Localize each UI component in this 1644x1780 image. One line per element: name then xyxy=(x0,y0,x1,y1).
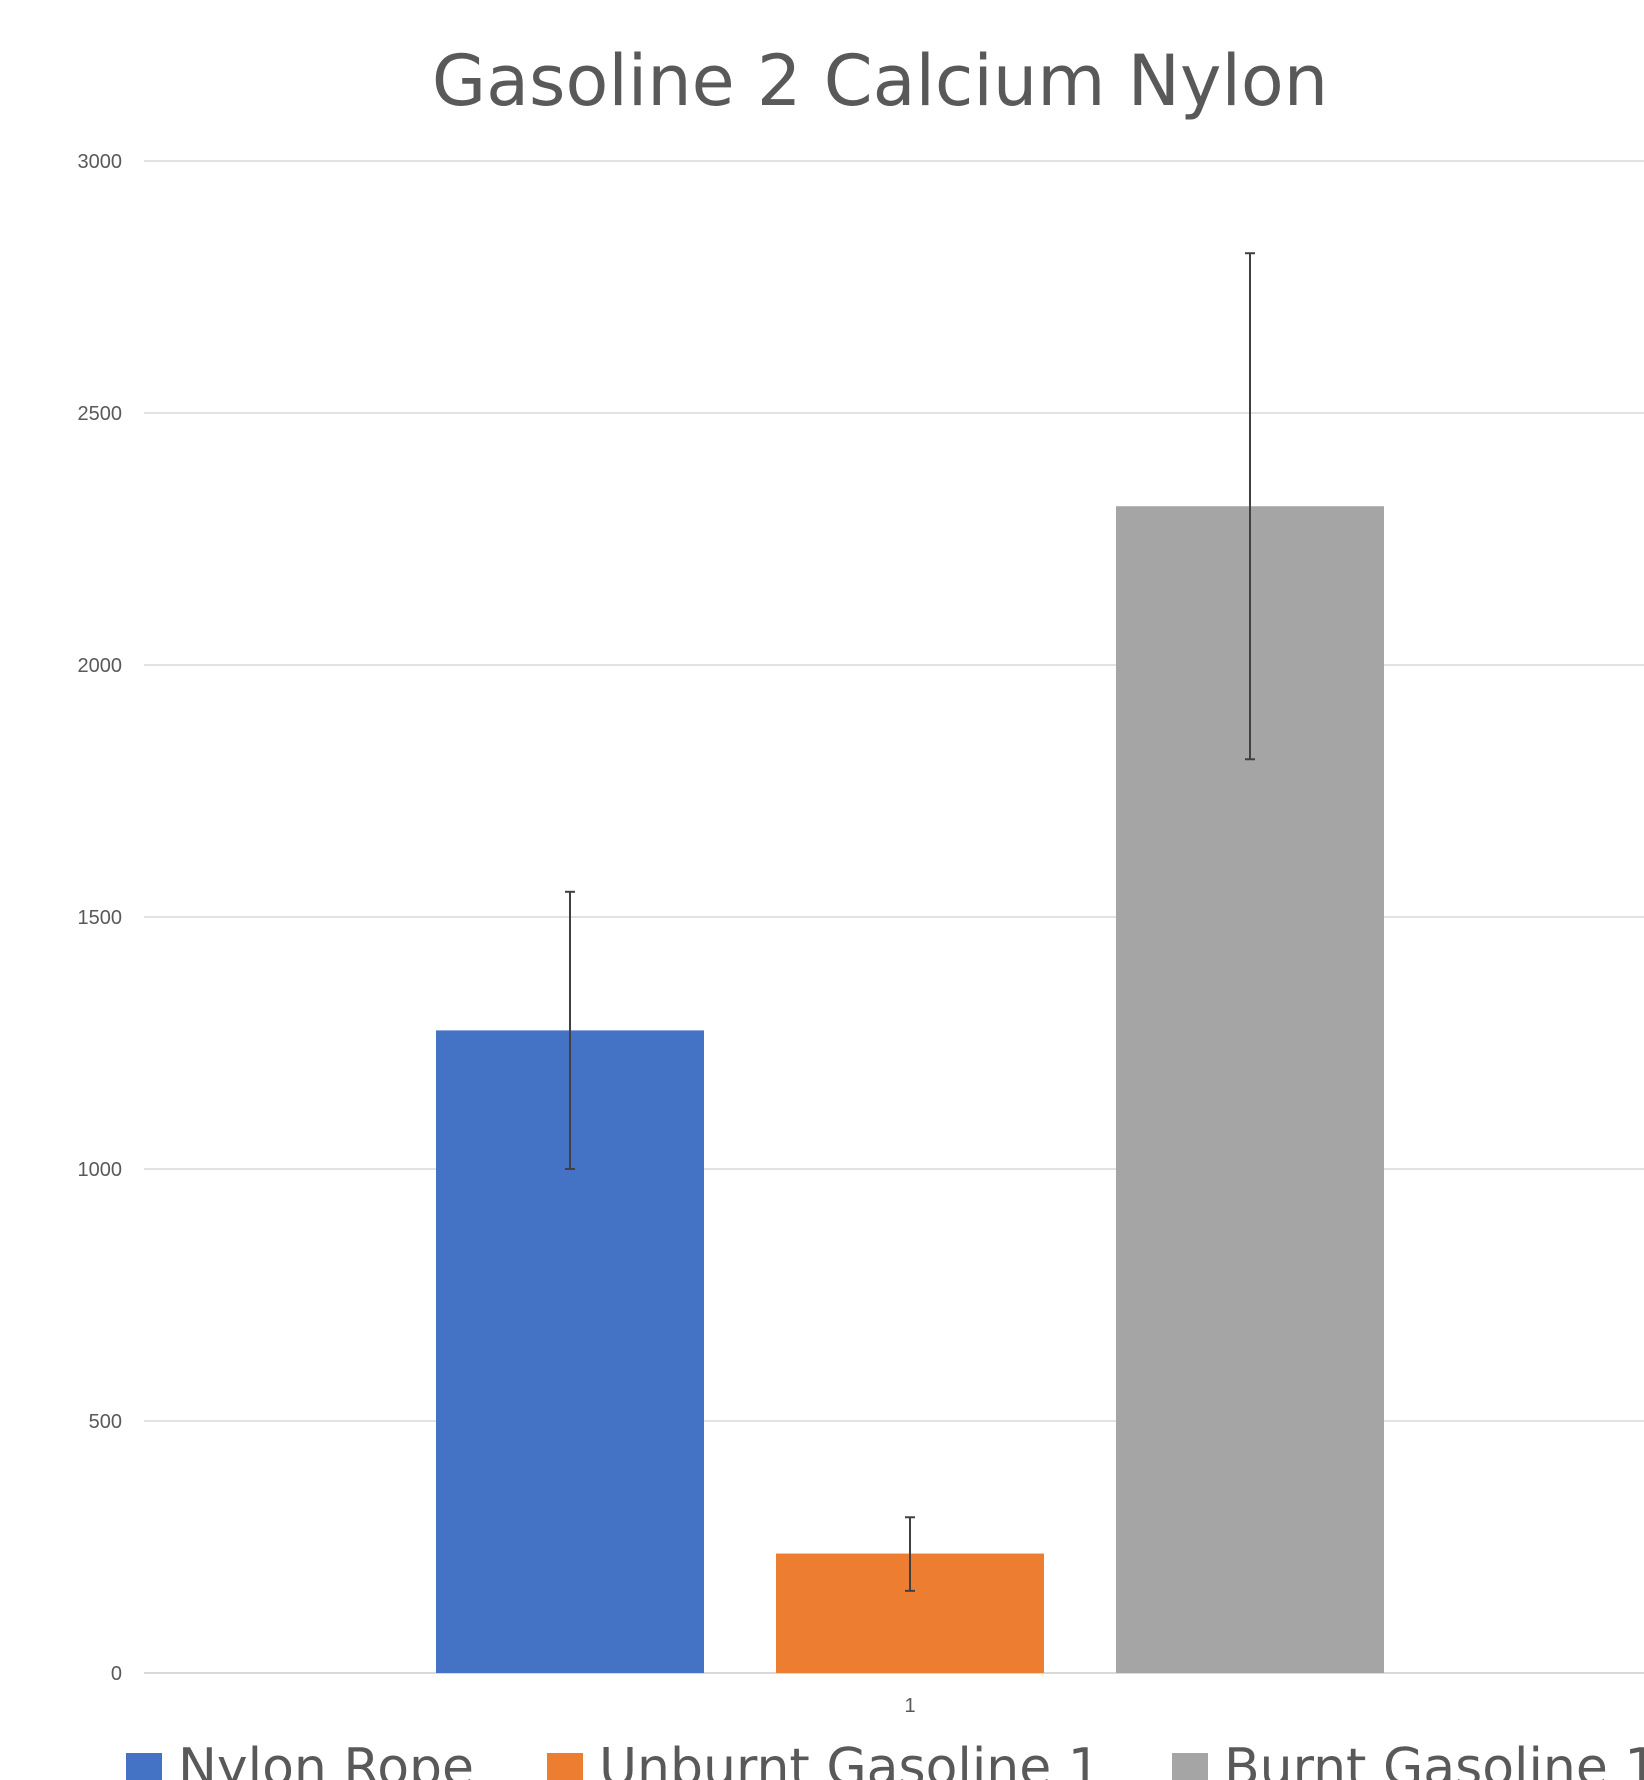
legend-label: Unburnt Gasoline 1 xyxy=(599,1738,1101,1780)
y-tick-label: 1000 xyxy=(78,1159,123,1181)
y-tick-label: 2000 xyxy=(78,655,123,677)
bars xyxy=(436,506,1384,1673)
chart-title: Gasoline 2 Calcium Nylon xyxy=(432,40,1328,122)
y-tick-label: 0 xyxy=(111,1663,122,1685)
y-tick-label: 1500 xyxy=(78,907,123,929)
y-tick-label: 2500 xyxy=(78,403,123,425)
legend: Nylon Rope Unburnt Gasoline 1 Burnt Gasoli… xyxy=(126,1738,1644,1780)
y-tick-label: 500 xyxy=(89,1411,122,1433)
y-tick-label: 3000 xyxy=(78,151,123,173)
error-bars xyxy=(565,252,1255,1592)
legend-label: Nylon Rope xyxy=(178,1738,474,1780)
legend-label: Burnt Gasoline 1 xyxy=(1224,1738,1644,1780)
legend-swatch xyxy=(126,1753,162,1780)
gridlines xyxy=(144,160,1644,1674)
legend-swatch xyxy=(1172,1753,1208,1780)
x-tick-label: 1 xyxy=(904,1695,915,1717)
x-axis-tick-labels: 1 xyxy=(904,1695,915,1717)
y-axis-tick-labels: 0 500 1000 1500 2000 2500 3000 xyxy=(78,151,123,1685)
legend-swatch xyxy=(547,1753,583,1780)
